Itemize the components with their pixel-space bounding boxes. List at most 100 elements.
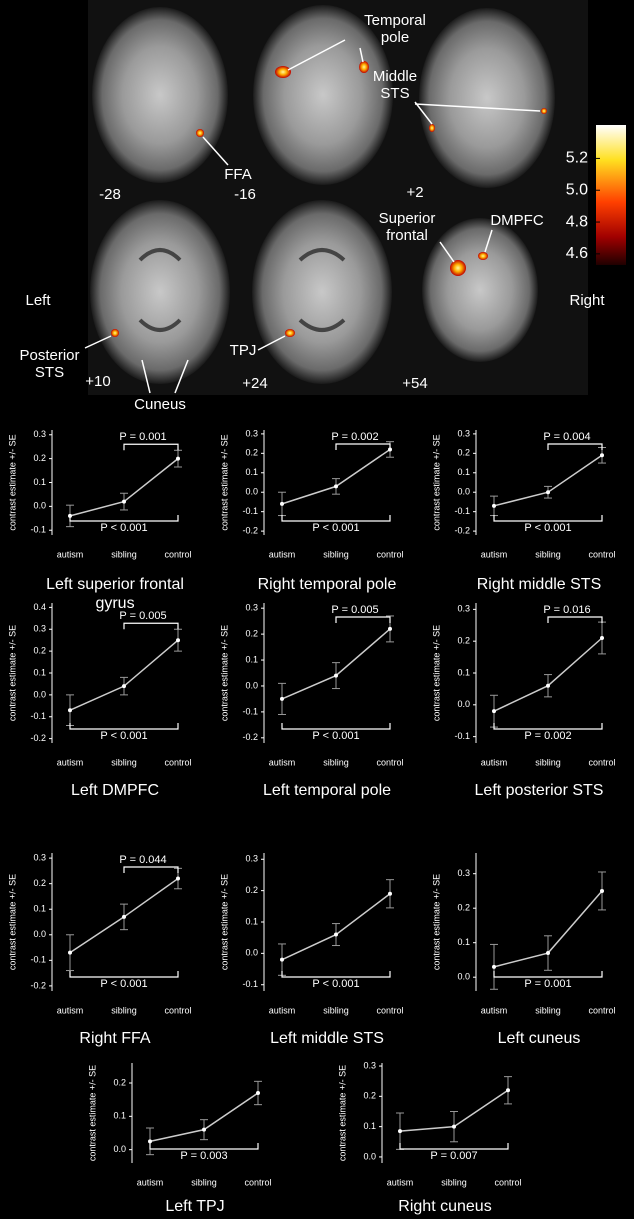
point <box>122 500 126 504</box>
y-tick-label: 0.2 <box>457 903 470 913</box>
region-label: Cuneus <box>125 396 195 413</box>
slice-label: -16 <box>225 186 265 203</box>
p-value: P = 0.044 <box>119 854 166 866</box>
y-axis-label: contrast estimate +/- SE <box>431 874 441 970</box>
significance-bracket <box>70 515 178 521</box>
p-value: P < 0.001 <box>312 730 359 742</box>
point <box>68 708 72 712</box>
x-tick-label: sibling <box>535 549 561 559</box>
x-tick-label: sibling <box>111 757 137 767</box>
y-tick-label: 0.2 <box>33 453 46 463</box>
y-tick-label: 0.0 <box>245 948 258 958</box>
line-chart: contrast estimate +/- SE0.00.10.2autisms… <box>80 1055 290 1195</box>
point <box>492 965 496 969</box>
point <box>176 638 180 642</box>
x-tick-label: control <box>164 549 191 559</box>
y-tick-label: 0.1 <box>245 467 258 477</box>
x-tick-label: control <box>494 1177 521 1187</box>
y-tick-label: -0.2 <box>30 980 46 990</box>
region-label: Posterior STS <box>12 347 87 381</box>
y-axis-label: contrast estimate +/- SE <box>219 625 229 721</box>
significance-bracket <box>282 515 390 521</box>
chart-title: Left middle STS <box>242 1029 412 1048</box>
line <box>282 449 390 503</box>
line-chart: contrast estimate +/- SE0.00.10.20.3auti… <box>424 845 634 1023</box>
significance-bracket <box>494 515 602 521</box>
slice-label: +10 <box>78 373 118 390</box>
y-axis-label: contrast estimate +/- SE <box>87 1065 97 1161</box>
line-chart: contrast estimate +/- SE-0.10.00.10.20.3… <box>212 845 422 1023</box>
significance-bracket <box>124 623 178 629</box>
x-tick-label: autism <box>387 1177 414 1187</box>
chart-title: Right FFA <box>30 1029 200 1048</box>
figure: 5.25.04.84.6 Temporal pole Middle STS FF… <box>0 0 634 1219</box>
slice-label: +54 <box>395 375 435 392</box>
region-label: Temporal pole <box>350 12 440 46</box>
p-value: P < 0.001 <box>100 522 147 534</box>
colorbar-tick-label: 5.2 <box>566 150 588 167</box>
point <box>452 1125 456 1129</box>
y-tick-label: 0.2 <box>113 1077 126 1087</box>
p-value: P = 0.007 <box>430 1150 477 1162</box>
y-tick-label: -0.2 <box>454 525 470 535</box>
region-label: Middle STS <box>362 68 428 102</box>
y-axis-label: contrast estimate +/- SE <box>7 625 17 721</box>
colorbar <box>596 125 626 265</box>
y-tick-label: -0.1 <box>242 706 258 716</box>
x-tick-label: autism <box>57 549 84 559</box>
slice-label: -28 <box>90 186 130 203</box>
point <box>334 484 338 488</box>
significance-bracket <box>124 444 178 450</box>
x-tick-label: sibling <box>191 1177 217 1187</box>
line <box>70 640 178 710</box>
point <box>492 709 496 713</box>
y-tick-label: 0.1 <box>457 467 470 477</box>
y-tick-label: 0.3 <box>457 604 470 614</box>
x-tick-label: control <box>588 1005 615 1015</box>
x-tick-label: sibling <box>323 757 349 767</box>
line-chart: contrast estimate +/- SE-0.2-0.10.00.10.… <box>424 422 634 567</box>
x-tick-label: control <box>376 757 403 767</box>
x-tick-label: autism <box>269 757 296 767</box>
point <box>280 697 284 701</box>
x-tick-label: autism <box>481 549 508 559</box>
colorbar-tick-label: 4.6 <box>566 245 588 262</box>
p-value: P < 0.001 <box>100 730 147 742</box>
y-tick-label: 0.4 <box>33 602 46 612</box>
y-axis-label: contrast estimate +/- SE <box>7 874 17 970</box>
y-axis-label: contrast estimate +/- SE <box>7 434 17 530</box>
y-tick-label: 0.0 <box>363 1151 376 1161</box>
x-tick-label: control <box>376 549 403 559</box>
y-tick-label: 0.3 <box>33 624 46 634</box>
region-label: FFA <box>215 166 261 183</box>
significance-bracket <box>494 723 602 729</box>
significance-bracket <box>494 971 602 977</box>
chart-title: Left cuneus <box>454 1029 624 1048</box>
y-tick-label: 0.0 <box>245 680 258 690</box>
y-tick-label: 0.0 <box>33 501 46 511</box>
chart-title: Left temporal pole <box>242 781 412 800</box>
side-label: Right <box>562 292 612 309</box>
region-label: DMPFC <box>482 212 552 229</box>
x-tick-label: sibling <box>535 757 561 767</box>
y-tick-label: 0.2 <box>457 636 470 646</box>
x-tick-label: autism <box>269 1005 296 1015</box>
point <box>334 674 338 678</box>
y-tick-label: 0.2 <box>245 885 258 895</box>
x-tick-label: sibling <box>535 1005 561 1015</box>
significance-bracket <box>400 1143 508 1149</box>
point <box>492 504 496 508</box>
x-tick-label: control <box>376 1005 403 1015</box>
p-value: P = 0.002 <box>524 730 571 742</box>
y-tick-label: -0.2 <box>242 732 258 742</box>
y-tick-label: 0.0 <box>33 689 46 699</box>
x-tick-label: autism <box>57 1005 84 1015</box>
x-tick-label: sibling <box>323 1005 349 1015</box>
line-chart: contrast estimate +/- SE-0.2-0.10.00.10.… <box>0 845 210 1023</box>
p-value: P < 0.001 <box>100 978 147 990</box>
region-label: Superior frontal <box>362 210 452 244</box>
y-tick-label: 0.0 <box>245 487 258 497</box>
point <box>388 627 392 631</box>
p-value: P = 0.004 <box>543 431 590 443</box>
